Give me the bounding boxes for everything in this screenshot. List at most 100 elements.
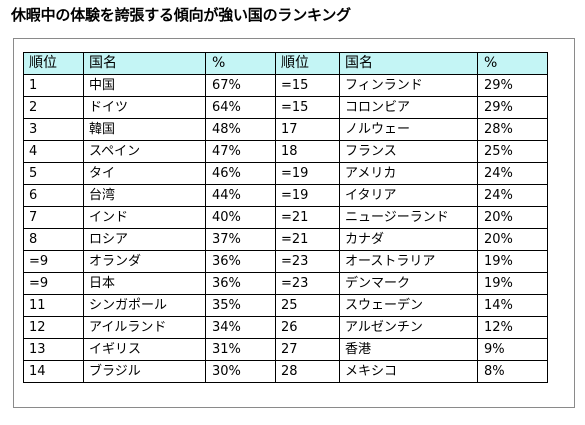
rank-cell: 11: [23, 294, 84, 317]
rank-cell: 8: [23, 228, 84, 251]
percent-cell: 28%: [477, 118, 548, 141]
percent-cell: 67%: [205, 74, 276, 97]
rank-cell: 17: [275, 118, 340, 141]
percent-cell: 30%: [205, 360, 276, 383]
table-row: 6 台湾 44% =19 イタリア 24%: [23, 184, 548, 207]
country-cell: カナダ: [339, 228, 478, 251]
percent-cell: 9%: [477, 338, 548, 361]
percent-cell: 29%: [477, 96, 548, 119]
rank-cell: =15: [275, 96, 340, 119]
percent-cell: 64%: [205, 96, 276, 119]
rank-cell: =21: [275, 206, 340, 229]
percent-cell: 12%: [477, 316, 548, 339]
country-cell: スウェーデン: [339, 294, 478, 317]
rank-cell: 3: [23, 118, 84, 141]
page-title: 休暇中の体験を誇張する傾向が強い国のランキング: [11, 6, 351, 24]
rank-cell: =9: [23, 250, 84, 273]
rank-cell: 4: [23, 140, 84, 163]
percent-cell: 25%: [477, 140, 548, 163]
table-row: 11 シンガポール 35% 25 スウェーデン 14%: [23, 294, 548, 317]
country-cell: メキシコ: [339, 360, 478, 383]
rank-cell: =23: [275, 272, 340, 295]
rank-cell: 12: [23, 316, 84, 339]
country-cell: 台湾: [83, 184, 206, 207]
percent-cell: 19%: [477, 250, 548, 273]
rank-cell: 14: [23, 360, 84, 383]
ranking-table: 順位 国名 % 順位 国名 % 1 中国 67% =15 フィンランド 29% 2 ドイツ 64…: [23, 52, 548, 383]
table-row: 7 インド 40% =21 ニュージーランド 20%: [23, 206, 548, 229]
percent-cell: 8%: [477, 360, 548, 383]
country-cell: 香港: [339, 338, 478, 361]
percent-cell: 24%: [477, 184, 548, 207]
country-cell: アイルランド: [83, 316, 206, 339]
country-cell: デンマーク: [339, 272, 478, 295]
rank-cell: 27: [275, 338, 340, 361]
percent-cell: 37%: [205, 228, 276, 251]
percent-cell: 35%: [205, 294, 276, 317]
rank-cell: =19: [275, 162, 340, 185]
rank-cell: 2: [23, 96, 84, 119]
table-row: 13 イギリス 31% 27 香港 9%: [23, 338, 548, 361]
country-cell: アルゼンチン: [339, 316, 478, 339]
table-frame: [13, 38, 575, 408]
country-cell: ドイツ: [83, 96, 206, 119]
country-cell: フランス: [339, 140, 478, 163]
percent-cell: 46%: [205, 162, 276, 185]
country-cell: スペイン: [83, 140, 206, 163]
country-cell: ロシア: [83, 228, 206, 251]
rank-cell: 7: [23, 206, 84, 229]
percent-cell: 31%: [205, 338, 276, 361]
percent-cell: 34%: [205, 316, 276, 339]
rank-cell: 28: [275, 360, 340, 383]
header-percent-left: %: [205, 52, 276, 75]
rank-cell: =19: [275, 184, 340, 207]
country-cell: ブラジル: [83, 360, 206, 383]
country-cell: オランダ: [83, 250, 206, 273]
table-row: 12 アイルランド 34% 26 アルゼンチン 12%: [23, 316, 548, 339]
table-row: =9 オランダ 36% =23 オーストラリア 19%: [23, 250, 548, 273]
country-cell: インド: [83, 206, 206, 229]
country-cell: オーストラリア: [339, 250, 478, 273]
country-cell: ノルウェー: [339, 118, 478, 141]
table-header-row: 順位 国名 % 順位 国名 %: [23, 52, 548, 75]
rank-cell: =9: [23, 272, 84, 295]
header-percent-right: %: [477, 52, 548, 75]
percent-cell: 47%: [205, 140, 276, 163]
country-cell: イタリア: [339, 184, 478, 207]
country-cell: コロンビア: [339, 96, 478, 119]
rank-cell: =23: [275, 250, 340, 273]
percent-cell: 20%: [477, 206, 548, 229]
table-row: 1 中国 67% =15 フィンランド 29%: [23, 74, 548, 97]
table-row: 3 韓国 48% 17 ノルウェー 28%: [23, 118, 548, 141]
rank-cell: 26: [275, 316, 340, 339]
country-cell: イギリス: [83, 338, 206, 361]
table-row: 14 ブラジル 30% 28 メキシコ 8%: [23, 360, 548, 383]
header-rank-right: 順位: [275, 52, 340, 75]
header-country-right: 国名: [339, 52, 478, 75]
rank-cell: 25: [275, 294, 340, 317]
percent-cell: 48%: [205, 118, 276, 141]
country-cell: タイ: [83, 162, 206, 185]
country-cell: アメリカ: [339, 162, 478, 185]
header-country-left: 国名: [83, 52, 206, 75]
table-row: 4 スペイン 47% 18 フランス 25%: [23, 140, 548, 163]
percent-cell: 14%: [477, 294, 548, 317]
percent-cell: 44%: [205, 184, 276, 207]
table-row: =9 日本 36% =23 デンマーク 19%: [23, 272, 548, 295]
country-cell: シンガポール: [83, 294, 206, 317]
table-body: 1 中国 67% =15 フィンランド 29% 2 ドイツ 64% =15 コロンビア 29% 3 韓国 4…: [23, 74, 548, 383]
rank-cell: 1: [23, 74, 84, 97]
percent-cell: 24%: [477, 162, 548, 185]
percent-cell: 36%: [205, 250, 276, 273]
country-cell: 韓国: [83, 118, 206, 141]
percent-cell: 20%: [477, 228, 548, 251]
rank-cell: 6: [23, 184, 84, 207]
rank-cell: 18: [275, 140, 340, 163]
country-cell: フィンランド: [339, 74, 478, 97]
table-row: 2 ドイツ 64% =15 コロンビア 29%: [23, 96, 548, 119]
country-cell: 中国: [83, 74, 206, 97]
percent-cell: 40%: [205, 206, 276, 229]
percent-cell: 29%: [477, 74, 548, 97]
rank-cell: =15: [275, 74, 340, 97]
rank-cell: =21: [275, 228, 340, 251]
